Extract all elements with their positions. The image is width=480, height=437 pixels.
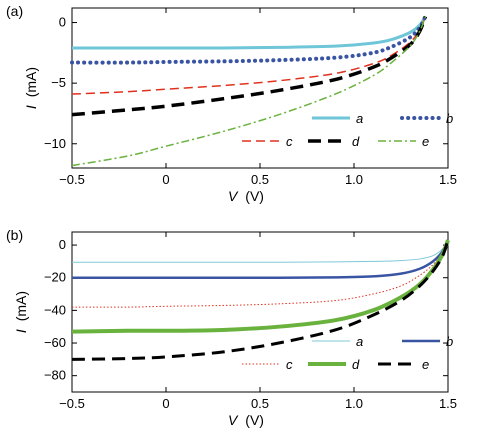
panel-a-y-axis-var: I xyxy=(23,105,39,109)
panel-a-x-axis-label: V (V) xyxy=(228,188,264,204)
panel-a-legend: a b c d e xyxy=(242,111,453,149)
y-tick-label: −10 xyxy=(44,136,66,151)
y-tick-label: −40 xyxy=(44,302,66,317)
series-line-b xyxy=(70,14,428,65)
legend-label-d: d xyxy=(352,134,360,149)
series-line-a xyxy=(71,15,427,50)
panel-b-legend: a b c d e xyxy=(242,334,453,372)
legend-label-c: c xyxy=(286,134,293,149)
x-tick-label: 1.5 xyxy=(439,396,457,411)
series-line-c xyxy=(71,239,449,308)
series-line-e xyxy=(71,16,427,167)
panel-a-series xyxy=(70,14,428,167)
legend-label-a: a xyxy=(356,111,363,126)
series-line-d xyxy=(71,15,428,117)
panel-b-x-axis-var: V xyxy=(228,412,239,428)
panel-b-y-axis-label: I (mA) xyxy=(13,291,29,333)
legend-label-e: e xyxy=(422,134,429,149)
x-tick-label: 0 xyxy=(162,172,169,187)
panel-a-label: (a) xyxy=(6,3,23,19)
panel-b-x-ticks: −0.5 0 0.5 1.0 1.5 xyxy=(59,232,457,411)
legend-label-e: e xyxy=(422,357,429,372)
series-line-c xyxy=(71,16,427,95)
legend-label-b: b xyxy=(446,111,453,126)
panel-a-frame xyxy=(71,7,449,169)
legend-label-c: c xyxy=(286,357,293,372)
panel-b-frame xyxy=(71,231,449,393)
panel-a-y-ticks: 0 −5 −10 xyxy=(44,15,448,151)
panel-b-y-axis-var: I xyxy=(13,329,29,333)
y-tick-label: −60 xyxy=(44,335,66,350)
panel-a-x-ticks: −0.5 0 0.5 1.0 1.5 xyxy=(59,8,457,187)
series-line-a xyxy=(72,239,449,263)
x-tick-label: 0 xyxy=(162,396,169,411)
panel-b: (b) −0.5 0 0.5 1.0 1.5 0 −20 −40 −60 −80 a b c d e V… xyxy=(6,227,457,428)
y-tick-label: 0 xyxy=(59,15,66,30)
panel-b-series xyxy=(71,239,450,361)
series-line-b xyxy=(71,239,450,279)
panel-a-y-axis-label: I (mA) xyxy=(23,67,39,109)
panel-b-y-axis-unit: (mA) xyxy=(13,291,29,321)
y-tick-label: −80 xyxy=(44,368,66,383)
x-tick-label: 0.5 xyxy=(251,172,269,187)
x-tick-label: 1.5 xyxy=(439,172,457,187)
panel-a-y-axis-unit: (mA) xyxy=(23,67,39,97)
x-tick-label: 1.0 xyxy=(345,396,363,411)
panel-a-x-axis-var: V xyxy=(228,188,239,204)
panel-b-x-axis-unit: (V) xyxy=(245,412,264,428)
y-tick-label: −20 xyxy=(44,270,66,285)
panel-a-x-axis-unit: (V) xyxy=(245,188,264,204)
legend-label-b: b xyxy=(446,334,453,349)
legend-label-d: d xyxy=(352,357,360,372)
x-tick-label: 0.5 xyxy=(251,396,269,411)
y-tick-label: 0 xyxy=(59,237,66,252)
series-line-e xyxy=(71,239,450,361)
panel-b-label: (b) xyxy=(6,227,23,243)
panel-a: (a) −0.5 0 0.5 1.0 1.5 0 −5 −10 a b c d e V (V) I … xyxy=(6,3,457,204)
y-tick-label: −5 xyxy=(51,75,66,90)
series-line-d xyxy=(71,239,450,334)
x-tick-label: −0.5 xyxy=(59,396,85,411)
legend-label-a: a xyxy=(356,334,363,349)
x-tick-label: 1.0 xyxy=(345,172,363,187)
x-tick-label: −0.5 xyxy=(59,172,85,187)
panel-b-y-ticks: 0 −20 −40 −60 −80 xyxy=(44,237,448,383)
panel-b-x-axis-label: V (V) xyxy=(228,412,264,428)
